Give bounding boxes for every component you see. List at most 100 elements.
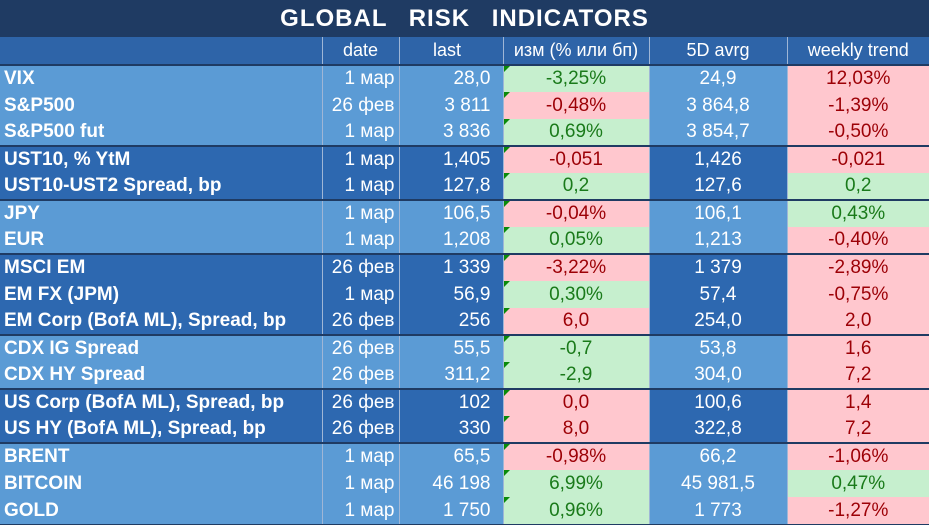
indicator-weekly-trend: 0,2 [787,173,929,200]
indicator-5d-avg: 1,426 [649,145,788,173]
table-row: GOLD 1 мар 1 750 0,96% 1 773 -1,27% [0,497,929,524]
indicator-change: 0,69% [503,119,650,146]
indicator-5d-avg: 100,6 [649,388,788,416]
indicator-name: EM FX (JPM) [0,281,323,308]
indicator-change: -0,98% [503,442,650,470]
table-row: BRENT 1 мар 65,5 -0,98% 66,2 -1,06% [0,442,929,470]
indicator-name: US Corp (BofA ML), Spread, bp [0,388,323,416]
table-row: BITCOIN 1 мар 46 198 6,99% 45 981,5 0,47% [0,470,929,497]
indicator-5d-avg: 66,2 [649,442,788,470]
indicator-last: 1,405 [399,145,504,173]
risk-indicators-table: date last изм (% или бп) 5D avrg weekly … [0,37,929,524]
indicator-change: 0,05% [503,227,650,254]
indicator-date: 26 фев [322,362,400,389]
indicator-change: 6,99% [503,470,650,497]
indicator-date: 1 мар [322,173,400,200]
indicator-5d-avg: 53,8 [649,334,788,362]
indicator-change: -3,22% [503,253,650,281]
indicator-last: 127,8 [399,173,504,200]
indicator-date: 1 мар [322,227,400,254]
table-row: S&P500 26 фев 3 811 -0,48% 3 864,8 -1,39% [0,92,929,119]
indicator-5d-avg: 1 379 [649,253,788,281]
indicator-5d-avg: 3 864,8 [649,92,788,119]
indicator-5d-avg: 304,0 [649,362,788,389]
indicator-weekly-trend: 1,4 [787,388,929,416]
table-row: EM FX (JPM) 1 мар 56,9 0,30% 57,4 -0,75% [0,281,929,308]
indicator-change: -0,7 [503,334,650,362]
indicator-name: US HY (BofA ML), Spread, bp [0,416,323,443]
indicator-date: 26 фев [322,388,400,416]
indicator-name: EUR [0,227,323,254]
indicator-change: -0,051 [503,145,650,173]
indicator-date: 26 фев [322,308,400,335]
indicator-change: 0,30% [503,281,650,308]
indicator-name: CDX HY Spread [0,362,323,389]
table-row: VIX 1 мар 28,0 -3,25% 24,9 12,03% [0,64,929,92]
indicator-date: 1 мар [322,64,400,92]
table-row: US Corp (BofA ML), Spread, bp 26 фев 102 0,… [0,388,929,416]
indicator-last: 330 [399,416,504,443]
indicator-date: 1 мар [322,145,400,173]
indicator-name: S&P500 [0,92,323,119]
indicator-5d-avg: 45 981,5 [649,470,788,497]
indicator-weekly-trend: 2,0 [787,308,929,335]
table-row: S&P500 fut 1 мар 3 836 0,69% 3 854,7 -0,50% [0,119,929,146]
indicator-last: 256 [399,308,504,335]
indicator-date: 1 мар [322,119,400,146]
indicator-change: 0,96% [503,497,650,524]
indicator-weekly-trend: -0,021 [787,145,929,173]
indicator-date: 26 фев [322,416,400,443]
table-row: UST10-UST2 Spread, bp 1 мар 127,8 0,2 127,6 0… [0,173,929,200]
indicator-date: 26 фев [322,334,400,362]
indicator-weekly-trend: 0,43% [787,199,929,227]
indicator-name: EM Corp (BofA ML), Spread, bp [0,308,323,335]
table-row: EM Corp (BofA ML), Spread, bp 26 фев 256 6,… [0,308,929,335]
indicator-date: 1 мар [322,199,400,227]
indicator-date: 1 мар [322,497,400,524]
indicator-last: 46 198 [399,470,504,497]
indicator-name: BITCOIN [0,470,323,497]
indicator-last: 56,9 [399,281,504,308]
indicator-last: 1 339 [399,253,504,281]
indicator-5d-avg: 24,9 [649,64,788,92]
indicator-name: UST10-UST2 Spread, bp [0,173,323,200]
table-row: CDX HY Spread 26 фев 311,2 -2,9 304,0 7,2 [0,362,929,389]
indicator-weekly-trend: 7,2 [787,362,929,389]
indicator-name: JPY [0,199,323,227]
table-row: JPY 1 мар 106,5 -0,04% 106,1 0,43% [0,199,929,227]
header-change: изм (% или бп) [503,37,650,65]
indicator-5d-avg: 127,6 [649,173,788,200]
indicator-name: S&P500 fut [0,119,323,146]
indicator-5d-avg: 1,213 [649,227,788,254]
indicator-weekly-trend: -0,75% [787,281,929,308]
indicator-last: 3 811 [399,92,504,119]
indicator-weekly-trend: -0,40% [787,227,929,254]
indicator-weekly-trend: 7,2 [787,416,929,443]
indicator-weekly-trend: -1,27% [787,497,929,524]
indicator-change: -0,48% [503,92,650,119]
table-row: UST10, % YtM 1 мар 1,405 -0,051 1,426 -0,021 [0,145,929,173]
indicator-last: 311,2 [399,362,504,389]
indicator-change: -2,9 [503,362,650,389]
indicator-weekly-trend: 12,03% [787,64,929,92]
header-name [0,37,323,65]
indicator-change: 0,0 [503,388,650,416]
indicator-5d-avg: 57,4 [649,281,788,308]
indicator-5d-avg: 1 773 [649,497,788,524]
indicator-name: GOLD [0,497,323,524]
indicator-change: -0,04% [503,199,650,227]
table-row: CDX IG Spread 26 фев 55,5 -0,7 53,8 1,6 [0,334,929,362]
indicator-name: MSCI EM [0,253,323,281]
header-last: last [399,37,504,65]
indicator-date: 1 мар [322,442,400,470]
indicator-name: UST10, % YtM [0,145,323,173]
indicator-last: 55,5 [399,334,504,362]
indicator-change: 0,2 [503,173,650,200]
indicator-weekly-trend: 0,47% [787,470,929,497]
indicator-5d-avg: 254,0 [649,308,788,335]
indicator-date: 26 фев [322,92,400,119]
indicator-weekly-trend: -0,50% [787,119,929,146]
indicator-date: 1 мар [322,281,400,308]
header-5d-avg: 5D avrg [649,37,788,65]
header-row: date last изм (% или бп) 5D avrg weekly … [0,37,929,65]
